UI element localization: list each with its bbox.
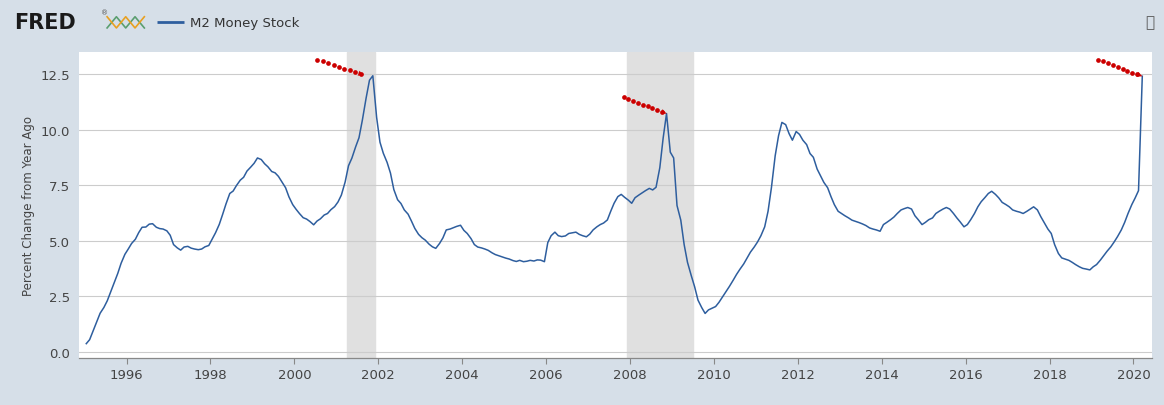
Bar	[347, 53, 375, 358]
Text: ®: ®	[100, 10, 108, 16]
Bar	[626, 53, 693, 358]
Text: ⛶: ⛶	[1145, 15, 1155, 30]
Y-axis label: Percent Change from Year Ago: Percent Change from Year Ago	[22, 116, 35, 295]
Text: FRED: FRED	[14, 13, 76, 33]
Text: M2 Money Stock: M2 Money Stock	[190, 17, 299, 30]
